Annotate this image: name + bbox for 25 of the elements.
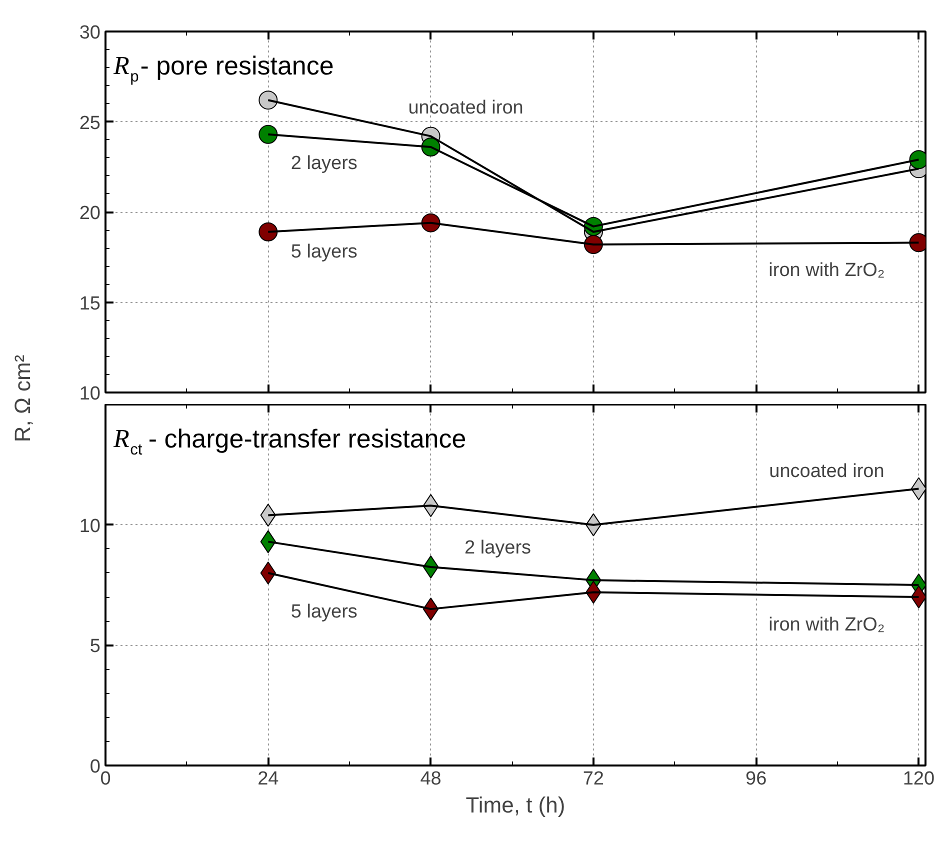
point (258, 90, 278, 110)
point (258, 124, 278, 144)
series-label: uncoated iron (408, 98, 524, 119)
y-tick-label: 5 (90, 636, 101, 658)
series-label: 5 layers (290, 241, 358, 262)
x-tick-label: 96 (746, 768, 767, 790)
y-axis-title: R, Ω cm² (10, 354, 35, 442)
annotation: iron with ZrO₂ (768, 260, 885, 282)
y-tick-label: 30 (79, 22, 101, 44)
series-label: 2 layers (290, 152, 358, 174)
y-tick-label: 10 (79, 516, 101, 537)
x-tick-label: 24 (258, 768, 280, 790)
y-tick-label: 20 (79, 203, 101, 224)
y-tick-label: 15 (79, 293, 101, 314)
x-axis-title: Time, t (h) (466, 792, 566, 818)
series-label: 5 layers (290, 601, 358, 622)
annotation: iron with ZrO₂ (768, 614, 885, 636)
point (258, 222, 278, 242)
x-tick-label: 48 (420, 768, 442, 790)
y-tick-label: 10 (79, 384, 101, 404)
series-label: uncoated iron (769, 461, 884, 482)
x-tick-label: 72 (582, 768, 604, 790)
series-label: 2 layers (464, 537, 532, 558)
x-tick-label: 120 (902, 768, 935, 790)
y-tick-label: 25 (79, 112, 101, 134)
